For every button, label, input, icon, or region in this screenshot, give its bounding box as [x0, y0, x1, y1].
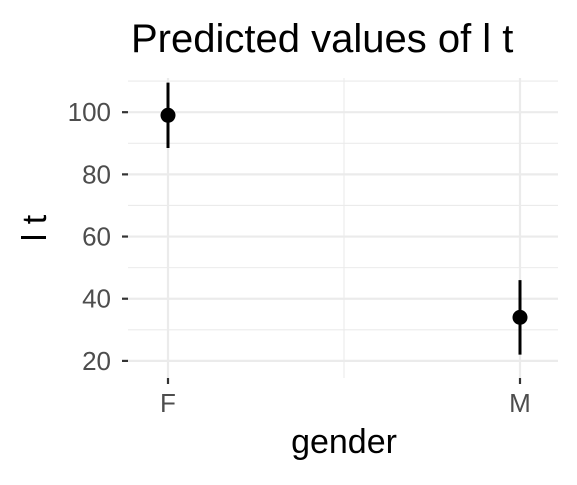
y-axis-title: l t — [16, 214, 54, 241]
y-tick-label: 100 — [68, 97, 111, 127]
x-tick-label: F — [160, 388, 176, 418]
data-point — [512, 309, 528, 325]
x-tick-label: M — [509, 388, 531, 418]
x-axis-title: gender — [291, 423, 397, 461]
axis-ticks — [122, 111, 522, 384]
y-tick-label: 60 — [82, 222, 111, 252]
data-marks — [160, 82, 528, 355]
data-point — [160, 107, 176, 123]
y-tick-label: 40 — [82, 284, 111, 314]
y-tick-label: 80 — [82, 159, 111, 189]
chart-title: Predicted values of l t — [131, 17, 513, 61]
tick-labels: 20 40 60 80 100 F M — [68, 97, 531, 418]
y-tick-label: 20 — [82, 346, 111, 376]
grid-lines — [128, 78, 558, 378]
